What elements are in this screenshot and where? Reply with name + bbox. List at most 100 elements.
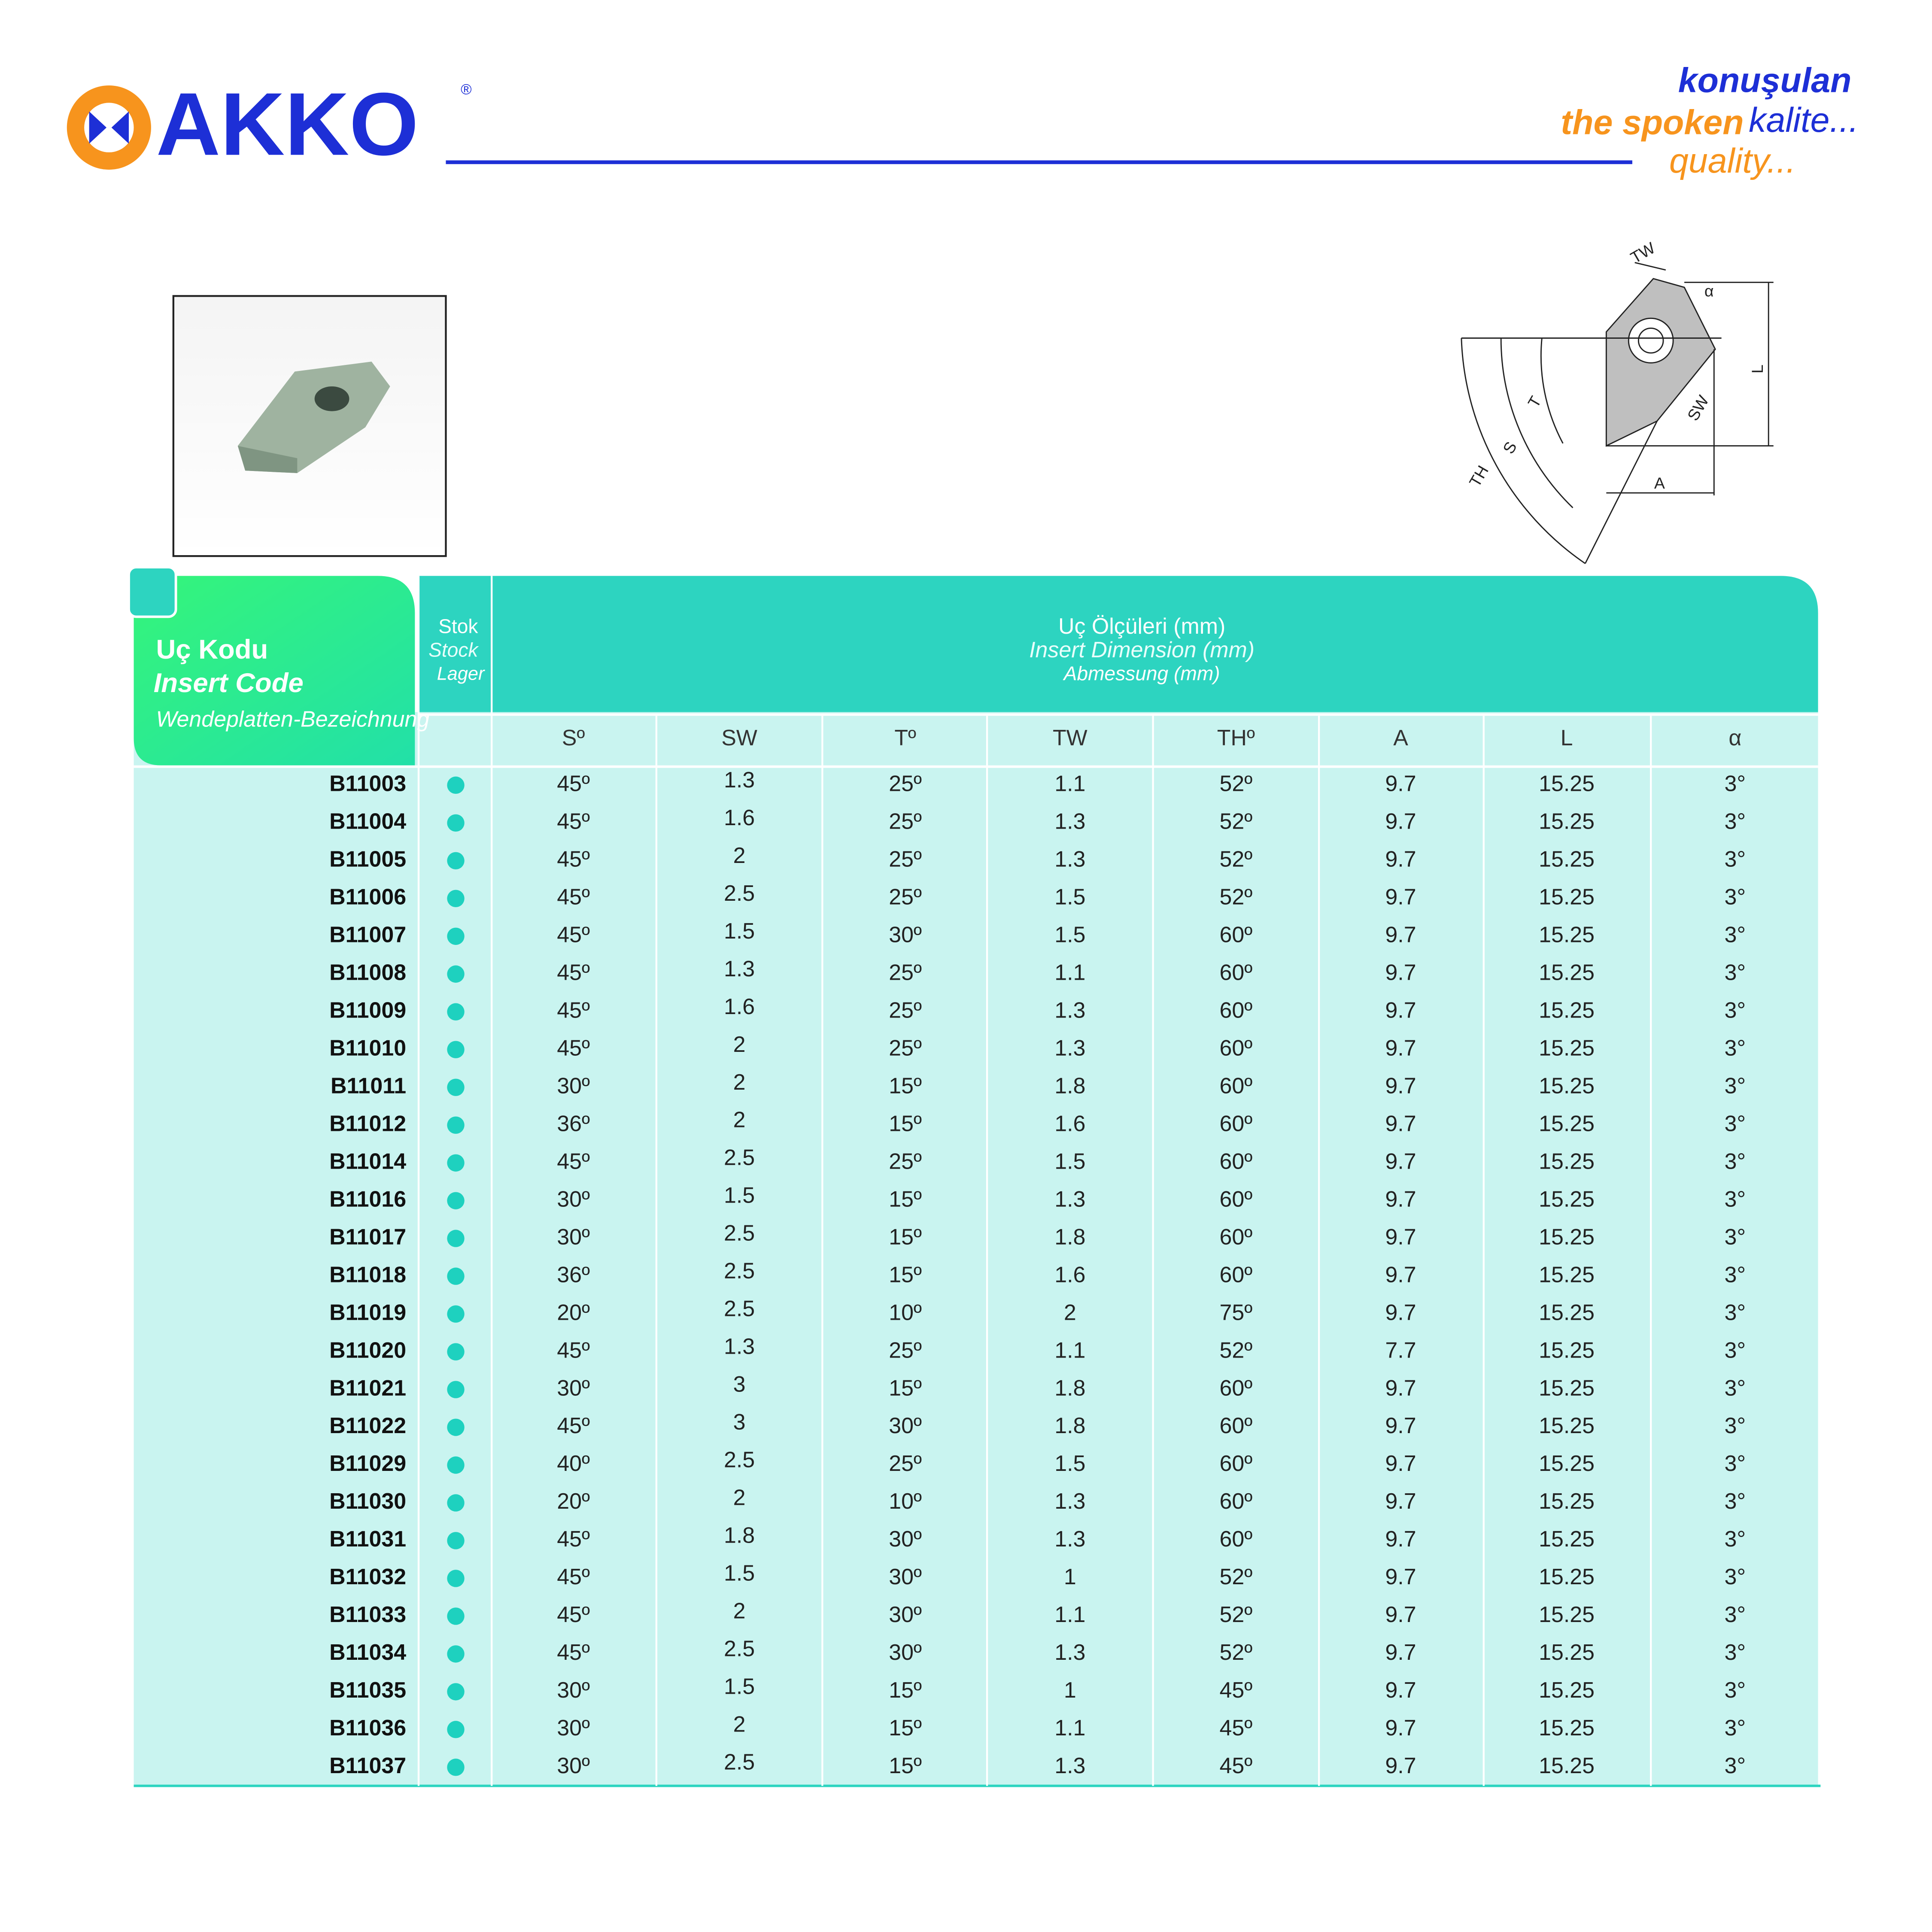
cell: 2 [733,843,746,868]
insert-code: B11017 [329,1224,406,1249]
logo-mark-inner [84,103,134,152]
stock-dot [447,1116,465,1134]
cell: 9.7 [1385,922,1416,947]
cell: 9.7 [1385,1187,1416,1212]
insert-code: B11006 [329,885,406,910]
cell: 15.25 [1539,1111,1595,1136]
cell: 2.5 [724,881,755,906]
cell: 9.7 [1385,1678,1416,1703]
stock-dot [447,965,465,983]
insert-code: B11010 [329,1036,406,1060]
cell: 9.7 [1385,1036,1416,1060]
cell: 9.7 [1385,1716,1416,1741]
cell: 1.6 [724,994,755,1019]
cell: 1.5 [724,1674,755,1699]
insert-code: B11009 [329,998,406,1023]
column-header: SW [721,726,757,750]
cell: 3° [1725,1111,1746,1136]
cell: 1.1 [1054,1716,1085,1741]
cell: 25º [889,1149,922,1174]
diagram-label: A [1654,474,1665,492]
insert-code: B11019 [329,1300,406,1325]
diagram-hole-inner [1637,327,1664,354]
column-header: TW [1053,726,1088,750]
stock-dot [447,1305,465,1323]
insert-code: B11011 [331,1073,406,1098]
cell: 60º [1219,1149,1252,1174]
cell: 45º [557,1338,590,1363]
insert-code: B11004 [329,809,406,834]
cell: 3° [1725,1262,1746,1287]
cell: 15.25 [1539,1716,1595,1741]
column-header: Tº [894,726,916,750]
table-body [134,712,1818,1786]
cell: 25º [889,809,922,834]
cell: 1.3 [1054,1187,1085,1212]
cell: 15.25 [1539,1640,1595,1665]
cell: 3° [1725,1602,1746,1627]
cell: 1.8 [1054,1224,1085,1249]
stock-dot [447,852,465,869]
cell: 1.5 [724,1183,755,1208]
cell: 9.7 [1385,1602,1416,1627]
cell: 1.3 [1054,1640,1085,1665]
diagram-label: S [1499,438,1520,457]
cell: 1.1 [1054,960,1085,985]
cell: 9.7 [1385,1640,1416,1665]
cell: 25º [889,960,922,985]
cell: 3° [1725,1716,1746,1741]
stock-dot [447,1003,465,1021]
cell: 45º [557,1149,590,1174]
cell: 15.25 [1539,1036,1595,1060]
stock-header-tr: Stok [438,615,478,638]
stock-header-en: Stock [428,638,479,661]
cell: 15.25 [1539,1073,1595,1098]
tagline-en-2: quality... [1669,142,1796,180]
cell: 9.7 [1385,885,1416,910]
stock-dot [447,1381,465,1398]
cell: 52º [1219,847,1252,872]
stock-header-de: Lager [437,664,485,684]
insert-code: B11012 [329,1111,406,1136]
cell: 30º [557,1376,590,1400]
registered: ® [461,82,472,98]
cell: 15º [889,1111,922,1136]
cell: 3° [1725,1678,1746,1703]
insert-code: B11033 [329,1602,406,1627]
cell: 3° [1725,1338,1746,1363]
insert-code: B11016 [329,1187,406,1212]
cell: 60º [1219,1073,1252,1098]
cell: 3° [1725,1073,1746,1098]
dim-arc [1540,338,1564,444]
cell: 30º [557,1716,590,1741]
cell: 15.25 [1539,922,1595,947]
insert-code: B11018 [329,1262,406,1287]
cell: 3° [1725,1224,1746,1249]
cell: 30º [557,1753,590,1778]
cell: 3° [1725,809,1746,834]
cell: 45º [557,1036,590,1060]
code-header-en: Insert Code [154,668,304,698]
insert-code: B11037 [329,1753,406,1778]
cell: 1.6 [1054,1262,1085,1287]
cell: 3° [1725,885,1746,910]
cell: 9.7 [1385,1451,1416,1476]
cell: 15.25 [1539,1451,1595,1476]
cell: 25º [889,1338,922,1363]
cell: 36º [557,1111,590,1136]
cell: 45º [1219,1678,1252,1703]
cell: 1.3 [1054,998,1085,1023]
insert-code: B11008 [329,960,406,985]
cell: 3° [1725,1036,1746,1060]
cell: 2.5 [724,1145,755,1170]
cell: 9.7 [1385,1753,1416,1778]
cell: 9.7 [1385,1413,1416,1438]
cell: 2 [1064,1300,1076,1325]
cell: 30º [557,1224,590,1249]
cell: 1.3 [724,957,755,981]
cell: 45º [1219,1753,1252,1778]
cell: 20º [557,1489,590,1514]
tagline-en: the spoken [1561,103,1744,142]
cell: 3° [1725,1413,1746,1438]
